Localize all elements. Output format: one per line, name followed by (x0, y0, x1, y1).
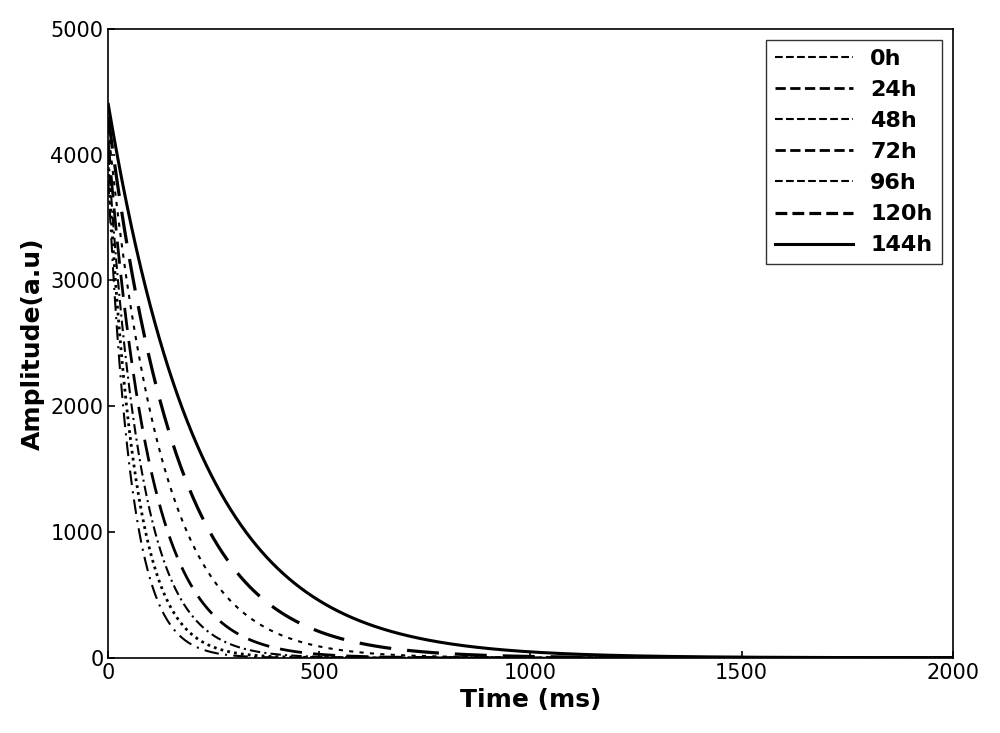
Y-axis label: Amplitude(a.u): Amplitude(a.u) (21, 237, 45, 449)
Legend: 0h, 24h, 48h, 72h, 96h, 120h, 144h: 0h, 24h, 48h, 72h, 96h, 120h, 144h (766, 40, 942, 265)
X-axis label: Time (ms): Time (ms) (460, 688, 601, 712)
